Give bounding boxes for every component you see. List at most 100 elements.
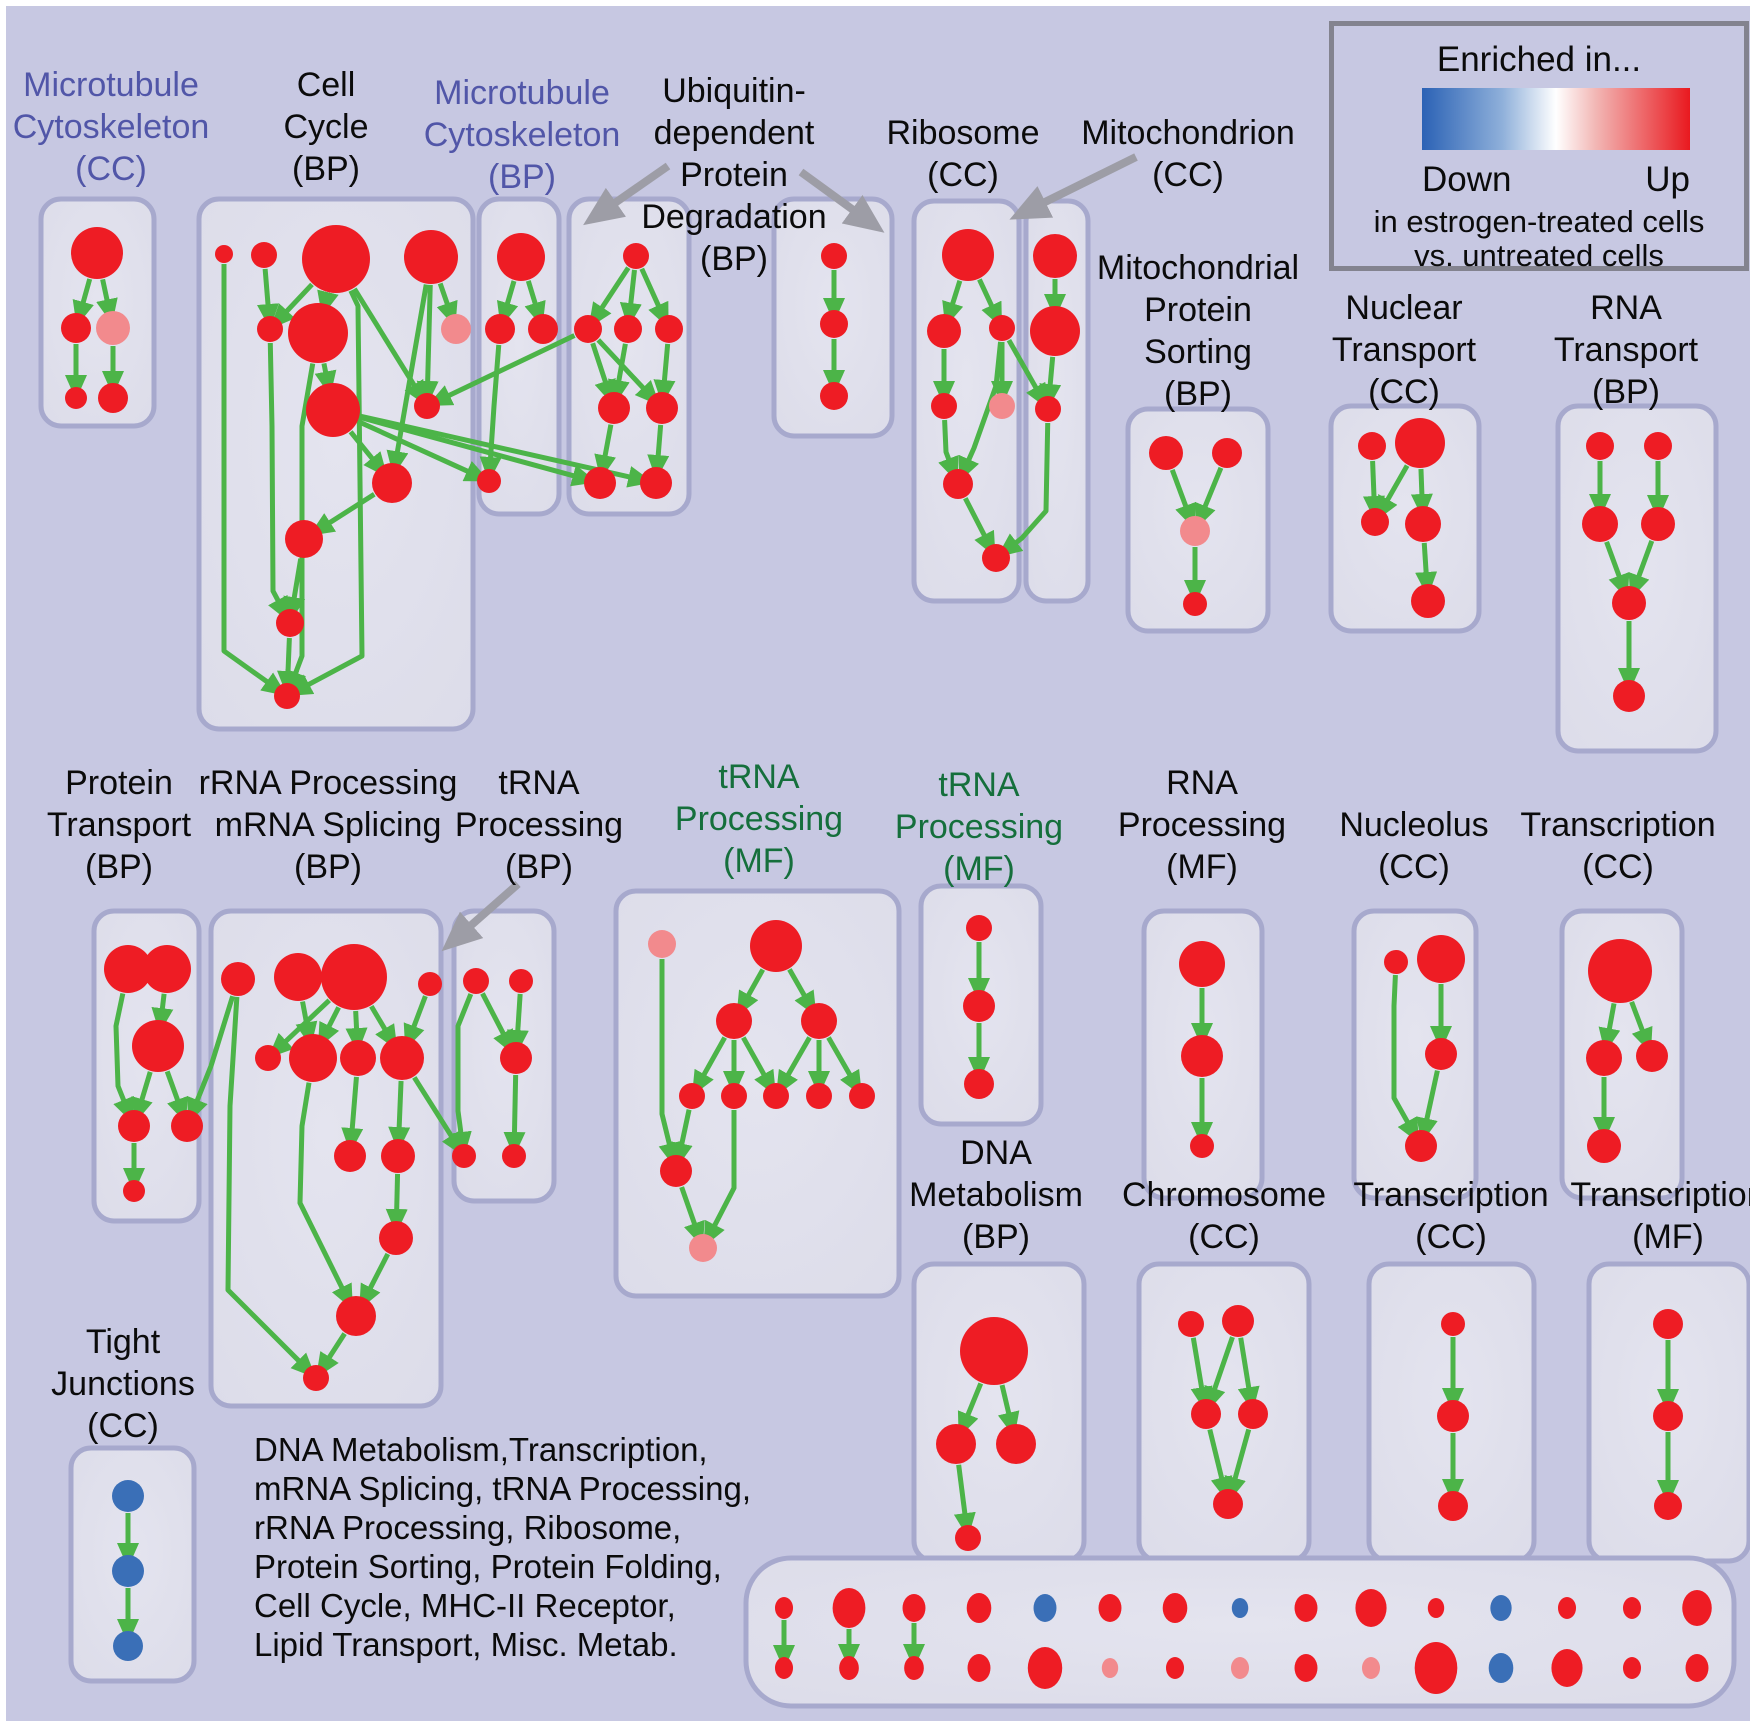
edge-c8-c10 — [348, 430, 388, 478]
node-mb1-red — [497, 233, 545, 281]
legend-subtitle-2: vs. untreated cells — [1414, 238, 1664, 273]
cluster-box-nucleolus — [1351, 908, 1479, 1201]
node-y1-red — [1441, 1312, 1465, 1336]
node-g1-pink — [648, 930, 676, 958]
node-b5-pink — [989, 393, 1015, 419]
edge-r11-r12 — [359, 1252, 391, 1310]
cluster-box-nuclear-transport — [1328, 403, 1482, 634]
node-b6-red — [943, 469, 973, 499]
edge-u4-u6 — [653, 343, 676, 406]
annotation-arrow-mitochondrion-to-box — [1009, 153, 1138, 220]
node-p1-red — [104, 945, 152, 993]
edge-c3-c5 — [269, 282, 314, 330]
node-m3-red — [1035, 396, 1061, 422]
edge-k1-k3 — [1190, 1337, 1213, 1413]
edge-t2-t3 — [506, 993, 529, 1056]
edge-o3-o4 — [1416, 1070, 1440, 1144]
node-y2-red — [1437, 1400, 1469, 1432]
node-t2-red — [509, 969, 533, 993]
node-c7-pink — [441, 314, 471, 344]
node-w7-red — [1162, 1593, 1188, 1623]
node-d1-red — [960, 1317, 1028, 1385]
edge-b1-b3 — [977, 278, 1003, 329]
edge-p1-p4 — [113, 992, 134, 1124]
node-x4-red — [1587, 1129, 1621, 1163]
edge-t1-t4 — [449, 993, 474, 1157]
cluster-box-dna-metabolism — [911, 1261, 1087, 1564]
node-h3-red — [964, 1069, 994, 1099]
node-w4-red — [966, 1593, 992, 1623]
cluster-label-transcription-mf: Transcription (MF) — [1570, 1176, 1750, 1256]
node-c4-red — [404, 230, 458, 284]
edge-r3-r6 — [317, 1006, 341, 1049]
node-k3-red — [1191, 1399, 1221, 1429]
cluster-label-chromosome: Chromosome (CC) — [1121, 1176, 1327, 1256]
footnote-text: DNA Metabolism,Transcription, mRNA Splici… — [254, 1431, 752, 1663]
node-w27-blue — [1488, 1653, 1514, 1683]
node-w8-blue — [1231, 1598, 1249, 1618]
node-v2-red — [820, 310, 848, 338]
edge-c3-c9 — [352, 287, 427, 406]
cluster-box-misc-strip — [743, 1555, 1737, 1709]
node-c3-red — [302, 225, 370, 293]
node-tj3-blue — [113, 1631, 143, 1661]
node-tj2-blue — [112, 1555, 144, 1587]
edge-r8-t4 — [412, 1076, 465, 1157]
edge-c12-c13 — [277, 637, 300, 697]
node-b3-red — [989, 315, 1015, 341]
node-c11-red — [285, 520, 323, 558]
node-nt2-red — [1395, 418, 1445, 468]
node-q1-red — [1179, 941, 1225, 987]
node-g11-pink — [689, 1234, 717, 1262]
edge-c5-c12 — [267, 342, 290, 623]
node-w3-red — [902, 1594, 926, 1622]
node-h2-red — [963, 990, 995, 1022]
edge-rt3-rt5 — [1604, 540, 1630, 600]
cluster-label-ribosome: Ribosome (CC) — [886, 114, 1040, 194]
edge-g5-g10 — [671, 1109, 693, 1169]
node-z3-red — [1654, 1492, 1682, 1520]
legend-gradient-bar — [1422, 88, 1690, 150]
node-k1-red — [1178, 1311, 1204, 1337]
edge-g3-g5 — [691, 1036, 727, 1096]
edge-r7-r9 — [341, 1076, 364, 1154]
node-r12-red — [336, 1296, 376, 1336]
node-u5-red — [598, 392, 630, 424]
node-x3-red — [1636, 1040, 1668, 1072]
node-t1-red — [463, 968, 489, 994]
edge-a1-a2 — [72, 278, 94, 327]
node-rt5-red — [1612, 586, 1646, 620]
node-t3-red — [500, 1042, 532, 1074]
node-o1-red — [1384, 950, 1408, 974]
node-r5-red — [255, 1045, 281, 1071]
cluster-label-nucleolus: Nucleolus (CC) — [1339, 806, 1489, 886]
node-t5-red — [502, 1144, 526, 1168]
node-w22-red — [1165, 1657, 1185, 1679]
edge-g2-g3 — [736, 968, 765, 1017]
node-w5-blue — [1033, 1594, 1057, 1622]
cluster-label-nuclear-transport: Nuclear Transport (CC) — [1331, 289, 1477, 411]
edge-rt4-rt5 — [1628, 540, 1655, 600]
node-u7-red — [584, 467, 616, 499]
node-nt4-red — [1405, 506, 1441, 542]
node-g8-red — [806, 1083, 832, 1109]
edge-s1-s3 — [1169, 469, 1196, 530]
edge-x1-x3 — [1629, 1001, 1653, 1054]
edge-r3-r5 — [267, 998, 331, 1058]
node-v3-red — [820, 382, 848, 410]
edge-t1-t3 — [480, 992, 515, 1056]
node-rt2-red — [1644, 432, 1672, 460]
edge-g1-g10 — [658, 959, 681, 1169]
node-s4-red — [1183, 592, 1207, 616]
cluster-label-mitochondrial-protein-sorting: Mitochondrial Protein Sorting (BP) — [1096, 249, 1300, 413]
node-r8-red — [380, 1036, 424, 1080]
edge-g2-g4 — [787, 968, 817, 1017]
node-r2-red — [274, 953, 322, 1001]
edge-d1-d3 — [997, 1384, 1020, 1438]
edge-k2-k4 — [1237, 1337, 1260, 1413]
legend-down-label: Down — [1422, 160, 1512, 199]
edge-k3-k5 — [1207, 1428, 1233, 1503]
node-r3-red — [321, 944, 387, 1010]
cluster-label-ubiquitin-left: Ubiquitin-dependent Protein Degradation (BP… — [641, 72, 827, 278]
